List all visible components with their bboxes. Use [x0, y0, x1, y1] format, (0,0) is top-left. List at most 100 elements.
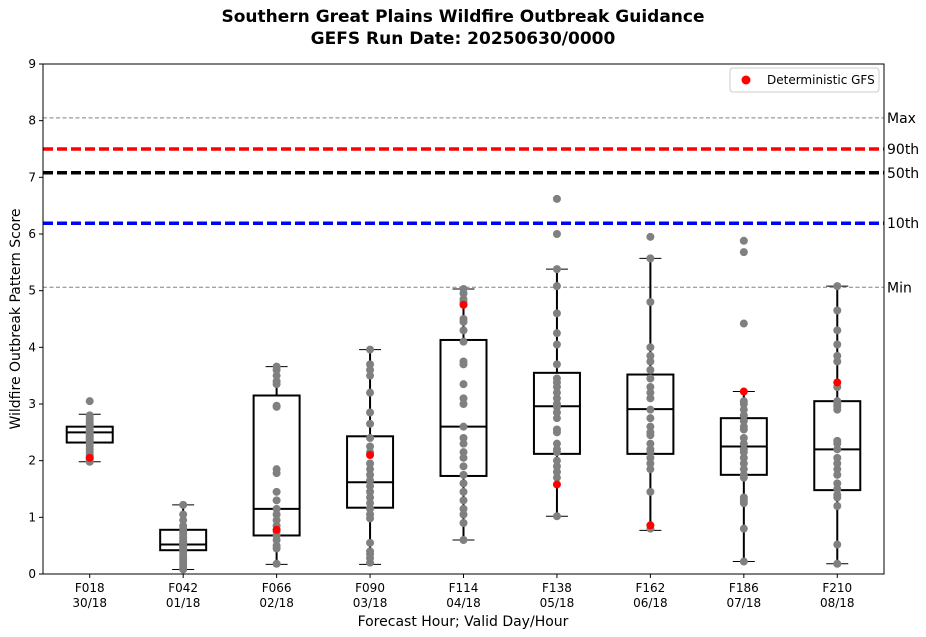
reference-label-max: Max: [887, 111, 916, 127]
members-f138: [552, 194, 561, 521]
member-point: [459, 519, 468, 527]
member-point: [179, 500, 188, 509]
member-point: [272, 469, 281, 478]
member-point: [646, 453, 655, 462]
member-point: [366, 360, 375, 369]
chart-title-line-1: Southern Great Plains Wildfire Outbreak …: [222, 7, 705, 27]
x-tick-label-valid: 03/18: [353, 596, 388, 610]
member-point: [552, 428, 561, 437]
member-point: [459, 326, 468, 335]
reference-label-90th: 90th: [887, 142, 919, 158]
legend-frame: [729, 67, 880, 93]
members-f162: [646, 232, 655, 533]
member-point: [739, 473, 748, 482]
member-point: [646, 405, 655, 414]
member-point: [739, 411, 748, 420]
member-point: [739, 499, 748, 508]
member-point: [459, 434, 468, 442]
y-axis-label: Wildfire Outbreak Pattern Score: [8, 208, 24, 429]
member-point: [552, 462, 561, 471]
member-point: [459, 496, 468, 505]
member-point: [179, 565, 188, 574]
member-point: [833, 465, 842, 474]
member-point: [272, 516, 281, 525]
member-point: [459, 317, 468, 326]
member-point: [366, 442, 375, 451]
y-tick-label: 7: [28, 170, 36, 184]
x-tick-label-valid: 02/18: [259, 596, 294, 610]
member-point: [552, 512, 561, 521]
member-point: [366, 470, 375, 479]
member-point: [552, 408, 561, 417]
member-point: [459, 487, 468, 496]
member-point: [833, 282, 842, 291]
reference-line-labels: Max 90th 50th 10th Min: [887, 111, 919, 296]
member-point: [366, 465, 375, 474]
y-tick-label: 3: [28, 397, 36, 411]
member-point: [366, 419, 375, 428]
member-point: [739, 405, 748, 414]
member-point: [833, 559, 842, 568]
legend-marker: [741, 75, 751, 85]
members-f090: [366, 345, 375, 567]
x-tick-label-valid: 30/18: [72, 596, 107, 610]
member-point: [552, 383, 561, 391]
member-point: [552, 456, 561, 465]
x-tick-label-hour: F018: [75, 581, 105, 595]
member-point: [739, 465, 748, 474]
member-point: [833, 540, 842, 549]
member-point: [366, 482, 375, 491]
member-point: [552, 388, 561, 397]
member-point: [833, 445, 842, 454]
member-point: [739, 248, 748, 257]
member-point: [646, 439, 655, 448]
members-f210: [833, 282, 842, 568]
member-point: [552, 360, 561, 369]
member-point: [272, 504, 281, 513]
member-point: [646, 298, 655, 306]
member-point: [833, 453, 842, 462]
member-point: [179, 516, 188, 525]
member-point: [459, 400, 468, 408]
deterministic-point-f018: [85, 453, 94, 462]
y-tick-label: 8: [28, 114, 36, 128]
member-point: [646, 487, 655, 496]
member-point: [646, 465, 655, 474]
member-point: [646, 357, 655, 366]
legend: Deterministic GFS: [729, 67, 880, 93]
y-tick-label: 0: [28, 567, 36, 581]
member-point: [552, 309, 561, 318]
member-point: [833, 470, 842, 479]
member-point: [833, 479, 842, 488]
member-point: [272, 371, 281, 380]
members-f066: [272, 362, 281, 568]
members-f018: [85, 397, 94, 466]
member-point: [646, 383, 655, 391]
deterministic-points: [85, 300, 842, 534]
member-point: [646, 394, 655, 403]
x-tick-label-valid: 04/18: [446, 596, 481, 610]
member-point: [552, 230, 561, 238]
member-point: [739, 425, 748, 434]
member-point: [739, 459, 748, 468]
member-point: [833, 357, 842, 366]
member-point: [459, 360, 468, 369]
x-tick-label-valid: 07/18: [727, 596, 762, 610]
member-point: [459, 337, 468, 346]
chart-title-line-2: GEFS Run Date: 20250630/0000: [311, 29, 616, 49]
member-point: [739, 439, 748, 448]
deterministic-point-f138: [552, 480, 561, 489]
member-point: [459, 504, 468, 513]
x-tick-label-hour: F042: [168, 581, 198, 595]
x-tick-label-hour: F138: [542, 581, 572, 595]
member-point: [833, 439, 842, 448]
member-point: [272, 536, 281, 544]
member-point: [646, 366, 655, 374]
members-f186: [739, 236, 748, 566]
y-tick-label: 2: [28, 454, 36, 468]
member-point: [272, 366, 281, 374]
member-point: [459, 510, 468, 519]
member-point: [366, 371, 375, 380]
deterministic-point-f066: [272, 525, 281, 534]
